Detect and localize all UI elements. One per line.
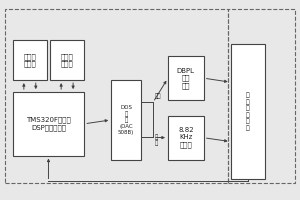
Bar (13, 92, 84, 156)
Text: TMS320F系列的
DSP处理器芯片: TMS320F系列的 DSP处理器芯片 (26, 117, 71, 131)
Text: 接
收
调
制
电
路: 接 收 调 制 电 路 (246, 93, 250, 131)
Text: 键盘控
制模块: 键盘控 制模块 (23, 53, 36, 67)
Bar (13, 40, 47, 80)
Bar (5, 9, 228, 183)
Bar (111, 80, 141, 160)
Bar (231, 44, 265, 179)
Bar (168, 116, 204, 160)
Text: DDS
模
块
(DAC
508B): DDS 模 块 (DAC 508B) (118, 105, 134, 135)
Bar (168, 56, 204, 100)
Bar (50, 40, 84, 80)
Text: 8.82
KHz
正弦波: 8.82 KHz 正弦波 (178, 127, 194, 148)
Text: DBPL
编码
电路: DBPL 编码 电路 (177, 68, 195, 89)
Text: 储存: 储存 (154, 94, 161, 99)
Text: 液晶显
示模块: 液晶显 示模块 (61, 53, 74, 67)
Bar (228, 9, 296, 183)
Text: 产
生: 产 生 (154, 135, 158, 146)
